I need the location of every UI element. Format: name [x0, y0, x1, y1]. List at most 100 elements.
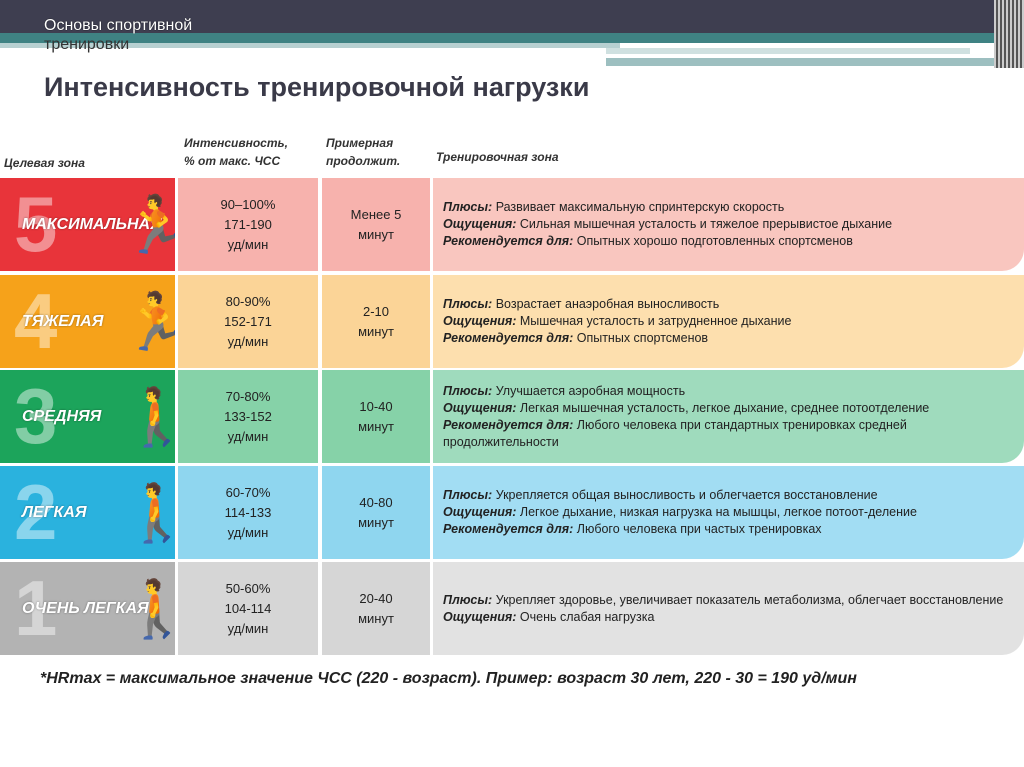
duration-unit: минут [358, 226, 394, 242]
zone-number: 4 [14, 277, 58, 365]
info-line: Рекомендуется для: Опытных спортсменов [443, 330, 791, 347]
zone-row: 4 ТЯЖЕЛАЯ 🏃 80-90% 152-171 уд/мин 2-10 мину… [0, 275, 1024, 368]
intensity-unit: уд/мин [227, 428, 269, 444]
duration-unit: минут [358, 323, 394, 339]
info-line: Плюсы: Укрепляется общая выносливость и … [443, 487, 917, 504]
runner-icon: 🚶 [122, 385, 175, 448]
decor-band [0, 43, 620, 48]
info-text: Укрепляется общая выносливость и облегча… [495, 488, 878, 502]
duration-cell: 40-80 минут [322, 466, 430, 559]
zone-number: 1 [14, 564, 58, 652]
info-text: Развивает максимальную спринтерскую скор… [495, 200, 785, 214]
info-text: Любого человека при стандартных трениров… [443, 417, 907, 449]
header-line: продолжит. [326, 154, 401, 168]
intensity-unit: уд/мин [227, 620, 269, 636]
zone-name: МАКСИМАЛЬНАЯ [22, 216, 162, 233]
duration-value: 40-80 [359, 494, 393, 510]
col-header-training: Тренировочная зона [436, 150, 559, 164]
intensity-percent: 50-60% [225, 580, 271, 596]
info-line: Плюсы: Укрепляет здоровье, увеличивает п… [443, 592, 1003, 609]
runner-icon: 🏃 [122, 193, 175, 256]
info-text: Мышечная усталость и затрудненное дыхани… [519, 314, 792, 328]
info-label: Плюсы: [443, 297, 493, 311]
intensity-cell: 80-90% 152-171 уд/мин [178, 275, 318, 368]
info-label: Плюсы: [443, 383, 493, 398]
zone-cell: 1 ОЧЕНЬ ЛЕГКАЯ 🚶 [0, 562, 175, 655]
info-text: Опытных спортсменов [576, 331, 709, 345]
intensity-bpm: 114-133 [224, 504, 272, 520]
zone-number: 3 [14, 372, 58, 460]
duration-unit: минут [358, 610, 394, 626]
zone-number: 2 [14, 468, 58, 556]
footnote: *HRmax = максимальное значение ЧСС (220 … [40, 670, 857, 687]
training-cell: Плюсы: Развивает максимальную спринтерск… [433, 178, 1024, 271]
info-label: Рекомендуется для: [443, 234, 574, 248]
zone-name: ОЧЕНЬ ЛЕГКАЯ [22, 600, 149, 617]
info-label: Ощущения: [443, 609, 517, 624]
intensity-bpm: 104-114 [224, 600, 272, 616]
info-line: Ощущения: Очень слабая нагрузка [443, 609, 1003, 626]
duration-value: Менее 5 [350, 206, 402, 222]
duration-cell: 10-40 минут [322, 370, 430, 463]
info-line: Рекомендуется для: Любого человека при с… [443, 417, 1024, 451]
info-text: Укрепляет здоровье, увеличивает показате… [495, 592, 1004, 607]
intensity-percent: 70-80% [225, 388, 271, 404]
info-label: Плюсы: [443, 200, 493, 214]
intensity-cell: 50-60% 104-114 уд/мин [178, 562, 318, 655]
duration-value: 10-40 [359, 398, 393, 414]
info-line: Ощущения: Мышечная усталость и затруднен… [443, 313, 791, 330]
info-text: Очень слабая нагрузка [519, 609, 655, 624]
intensity-unit: уд/мин [227, 236, 269, 252]
col-header-duration: Примерная продолжит. [326, 134, 400, 170]
info-line: Рекомендуется для: Любого человека при ч… [443, 521, 917, 538]
header-line: % от макс. ЧСС [184, 154, 281, 168]
col-header-zone: Целевая зона [4, 156, 85, 170]
intensity-percent: 60-70% [225, 484, 271, 500]
info-text: Легкое дыхание, низкая нагрузка на мышцы… [519, 505, 917, 519]
duration-unit: минут [358, 418, 394, 434]
zone-name: ЛЕГКАЯ [22, 504, 87, 521]
intensity-cell: 60-70% 114-133 уд/мин [178, 466, 318, 559]
duration-value: 2-10 [362, 303, 390, 319]
info-line: Ощущения: Легкое дыхание, низкая нагрузк… [443, 504, 917, 521]
header-line: Интенсивность, [184, 136, 288, 150]
info-text: Улучшается аэробная мощность [495, 383, 686, 398]
zone-name: СРЕДНЯЯ [22, 408, 102, 425]
info-line: Ощущения: Сильная мышечная усталость и т… [443, 216, 892, 233]
zone-row: 5 МАКСИМАЛЬНАЯ 🏃 90–100% 171-190 уд/мин Ме… [0, 178, 1024, 271]
training-cell: Плюсы: Укрепляет здоровье, увеличивает п… [433, 562, 1024, 655]
zone-cell: 5 МАКСИМАЛЬНАЯ 🏃 [0, 178, 175, 271]
zone-row: 1 ОЧЕНЬ ЛЕГКАЯ 🚶 50-60% 104-114 уд/мин 20-… [0, 562, 1024, 655]
header-line: Примерная [326, 136, 394, 150]
section-title: Основы спортивной тренировки [44, 16, 192, 54]
info-line: Плюсы: Улучшается аэробная мощность [443, 383, 1024, 400]
top-bar [0, 0, 1024, 33]
decor-band [606, 58, 1024, 66]
intensity-bpm: 133-152 [224, 408, 272, 424]
zone-row: 3 СРЕДНЯЯ 🚶 70-80% 133-152 уд/мин 10-40 мин… [0, 370, 1024, 463]
info-line: Плюсы: Развивает максимальную спринтерск… [443, 199, 892, 216]
runner-icon: 🚶 [122, 481, 175, 544]
page-title: Интенсивность тренировочной нагрузки [44, 72, 590, 102]
zone-number: 5 [14, 180, 58, 268]
zone-cell: 2 ЛЕГКАЯ 🚶 [0, 466, 175, 559]
decor-band [606, 48, 970, 54]
info-line: Ощущения: Легкая мышечная усталость, лег… [443, 400, 1024, 417]
info-line: Плюсы: Возрастает анаэробная выносливост… [443, 296, 791, 313]
info-label: Ощущения: [443, 505, 517, 519]
info-line: Рекомендуется для: Опытных хорошо подгот… [443, 233, 892, 250]
intensity-cell: 90–100% 171-190 уд/мин [178, 178, 318, 271]
duration-unit: минут [358, 514, 394, 530]
info-label: Ощущения: [443, 314, 517, 328]
decor-stripes [994, 0, 1024, 68]
info-label: Ощущения: [443, 400, 517, 415]
intensity-cell: 70-80% 133-152 уд/мин [178, 370, 318, 463]
zone-cell: 3 СРЕДНЯЯ 🚶 [0, 370, 175, 463]
info-text: Любого человека при частых тренировках [576, 522, 822, 536]
training-cell: Плюсы: Улучшается аэробная мощность Ощуще… [433, 370, 1024, 463]
intensity-unit: уд/мин [227, 524, 269, 540]
info-text: Сильная мышечная усталость и тяжелое пре… [519, 217, 893, 231]
training-cell: Плюсы: Возрастает анаэробная выносливост… [433, 275, 1024, 368]
info-label: Рекомендуется для: [443, 522, 574, 536]
duration-cell: Менее 5 минут [322, 178, 430, 271]
